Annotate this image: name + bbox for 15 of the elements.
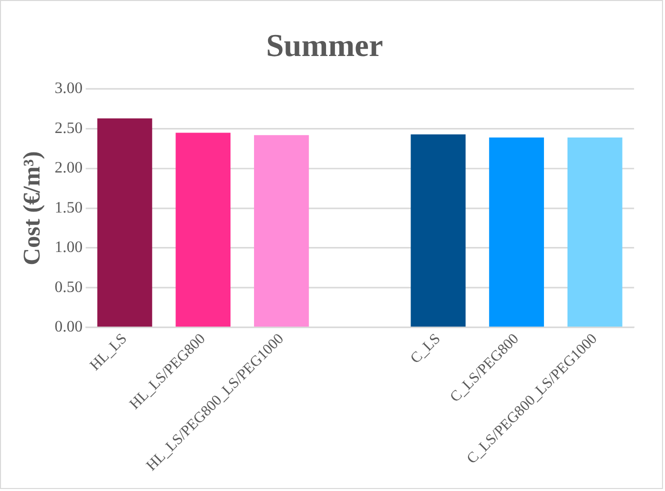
chart-title: Summer bbox=[266, 28, 383, 64]
y-tick-label: 0.00 bbox=[54, 318, 83, 336]
bar bbox=[254, 135, 309, 327]
y-tick-label: 2.50 bbox=[54, 120, 83, 137]
y-tick-label: 0.50 bbox=[54, 278, 83, 296]
bar bbox=[410, 134, 466, 327]
y-axis-title: Cost (€/m³) bbox=[19, 151, 46, 266]
bar bbox=[489, 137, 544, 327]
y-tick-label: 2.00 bbox=[54, 160, 83, 177]
bar bbox=[176, 132, 231, 327]
y-tick-label: 1.50 bbox=[54, 199, 83, 216]
bar bbox=[567, 137, 622, 327]
bar bbox=[97, 118, 152, 327]
y-tick-label: 3.00 bbox=[54, 80, 83, 98]
y-tick-label: 1.00 bbox=[54, 239, 83, 256]
